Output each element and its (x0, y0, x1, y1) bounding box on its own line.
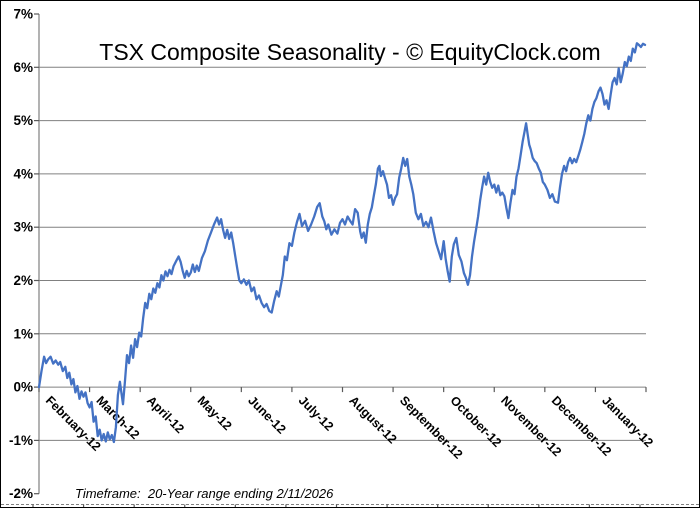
y-axis-label: 7% (13, 7, 33, 22)
x-axis-label: April-12 (144, 393, 187, 436)
chart-title: TSX Composite Seasonality - © EquityCloc… (99, 39, 601, 65)
y-axis-label: 3% (13, 220, 33, 235)
seasonality-series-line (37, 42, 647, 444)
x-axis-label: July-12 (296, 393, 336, 433)
x-axis-label: August-12 (346, 393, 399, 446)
y-axis-label: 2% (13, 273, 33, 288)
y-axis-label: -1% (9, 433, 33, 448)
y-axis-label: 0% (13, 380, 33, 395)
y-axis-label: 5% (13, 113, 33, 128)
y-axis-label: 6% (13, 60, 33, 75)
timeframe-note: Timeframe: 20-Year range ending 2/11/202… (75, 486, 334, 501)
x-axis-label: May-12 (195, 393, 235, 433)
y-axis-label: -2% (9, 486, 33, 501)
y-axis-label: 4% (13, 166, 33, 181)
x-axis-label: June-12 (245, 393, 288, 436)
y-axis-label: 1% (13, 326, 33, 341)
